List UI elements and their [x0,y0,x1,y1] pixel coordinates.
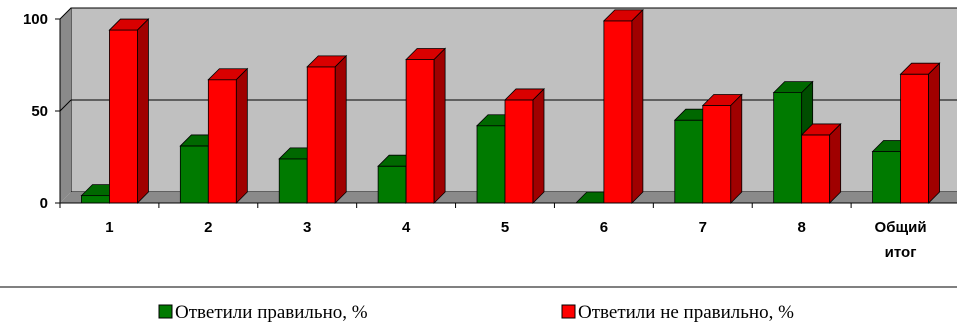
legend-label: Ответили не правильно, % [578,302,794,323]
bar-side [631,8,644,204]
legend-swatch [158,304,173,319]
bar [504,87,545,204]
bar-front [306,66,336,204]
bar-front [476,125,506,204]
x-tick-label-line: 8 [797,219,805,236]
x-tick-label-line: Общий [875,219,927,236]
bar [899,62,941,204]
bar-side [334,54,347,204]
bar-side [829,122,842,204]
x-tick-label-line: 3 [303,219,311,236]
bar-front [773,92,803,204]
x-tick-label: Общий итог [875,219,927,261]
x-tick-label: 6 [600,219,608,236]
x-tick-label-line: 6 [600,219,608,236]
bar-front [674,119,704,204]
x-tick-label: 2 [204,219,212,236]
x-tick-label-line: 2 [204,219,212,236]
x-tick-label-line: 7 [699,219,707,236]
bar-front [81,195,110,204]
bar-front [109,29,138,204]
bar-side [433,47,446,204]
x-tick-label-line: 5 [501,219,509,236]
bar-front [179,145,209,204]
x-tick-label: 5 [501,219,509,236]
bar-side [137,18,149,204]
legend: Ответили правильно, % Ответили не правиль… [0,286,957,323]
bar-front [801,134,831,204]
x-axis: 1 2 3 4 5 6 7 8 Общий итог [59,202,957,261]
bar-side [730,93,743,204]
bar [602,8,644,204]
legend-swatch [561,304,576,319]
x-tick-label: 4 [402,219,411,236]
x-tick-label-line: итог [885,244,917,261]
bar-front [405,59,435,204]
bar [701,93,743,204]
y-tick-label: 0 [40,195,48,212]
legend-item: Ответили не правильно, % [561,302,794,323]
bar-front [900,73,929,204]
bar-front [603,20,633,204]
bar-front [207,79,237,204]
bar [108,18,150,204]
bar-front [278,158,308,204]
bar-front [377,165,407,204]
gridline-depth [59,99,72,112]
y-tick-label: 50 [31,103,48,120]
x-tick-label: 3 [303,219,311,236]
bars [80,8,941,204]
gridline-depth [59,7,72,20]
x-tick-label-line: 4 [402,219,411,236]
y-tick-label: 100 [23,11,48,28]
x-tick-label: 7 [699,219,707,236]
x-tick-label-line: 1 [105,219,113,236]
bar-side [928,62,940,204]
bar-side [235,67,248,204]
bar-front [504,99,534,204]
bar [405,47,447,204]
legend-label: Ответили правильно, % [175,302,368,323]
bar [800,122,842,204]
x-tick-label: 8 [797,219,805,236]
x-tick-label: 1 [105,219,113,236]
bar-side [532,87,545,204]
legend-item: Ответили правильно, % [158,302,368,323]
bar [207,67,249,204]
bar [306,54,348,204]
bar-front [702,105,732,204]
bar-front [872,151,901,204]
y-axis: 0 50 100 [23,11,61,212]
